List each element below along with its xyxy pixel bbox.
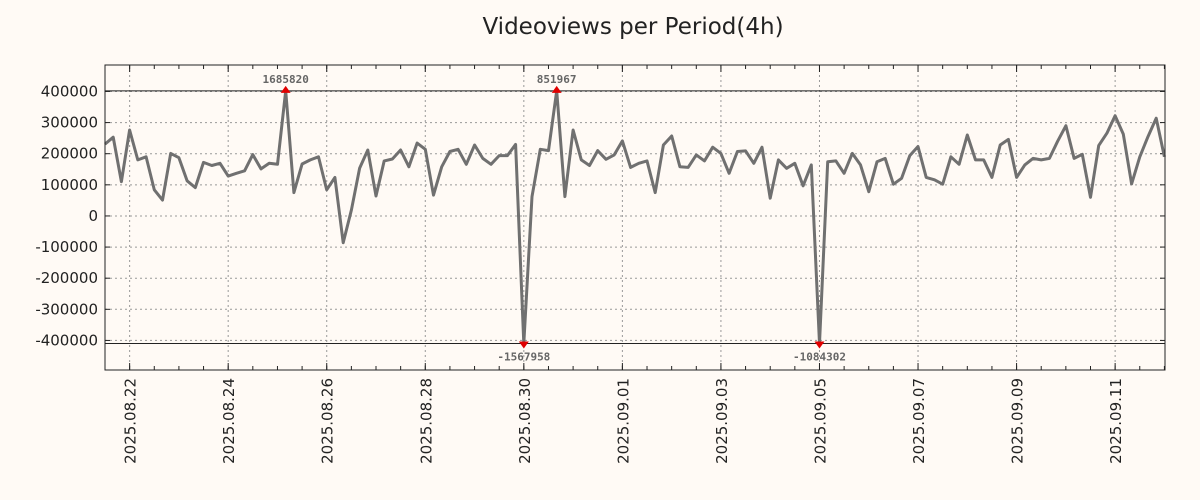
peak-marker xyxy=(280,85,291,93)
x-tick-label: 2025.08.26 xyxy=(319,378,337,464)
annotation-label: -1084302 xyxy=(793,351,846,364)
y-tick-label: 400000 xyxy=(41,82,98,100)
trough-marker xyxy=(814,341,825,349)
x-tick-label: 2025.09.11 xyxy=(1107,378,1125,464)
x-tick-label: 2025.08.22 xyxy=(122,378,140,464)
y-tick-label: 0 xyxy=(88,207,98,225)
annotation-label: 1685820 xyxy=(262,73,308,86)
peak-marker xyxy=(551,85,562,93)
series-line xyxy=(104,89,1166,345)
y-tick-label: 100000 xyxy=(41,176,98,194)
y-tick-label: -300000 xyxy=(35,300,98,318)
x-tick-label: 2025.08.30 xyxy=(516,378,534,464)
x-tick-label: 2025.09.05 xyxy=(811,378,829,464)
annotation-label: -1567958 xyxy=(497,351,550,364)
chart-title: Videoviews per Period(4h) xyxy=(482,14,784,40)
y-tick-label: 200000 xyxy=(41,145,98,163)
x-tick-label: 2025.09.09 xyxy=(1009,378,1027,464)
x-tick-label: 2025.08.24 xyxy=(220,378,238,464)
x-tick-label: 2025.09.01 xyxy=(614,378,632,464)
x-tick-label: 2025.09.03 xyxy=(713,378,731,464)
annotation-label: 851967 xyxy=(537,73,577,86)
x-tick-label: 2025.09.07 xyxy=(910,378,928,464)
y-tick-label: -100000 xyxy=(35,238,98,256)
y-tick-label: -200000 xyxy=(35,269,98,287)
y-tick-label: 300000 xyxy=(41,114,98,132)
trough-marker xyxy=(518,341,529,349)
plot-frame xyxy=(104,64,1166,371)
y-tick-label: -400000 xyxy=(35,331,98,349)
x-tick-label: 2025.08.28 xyxy=(417,378,435,464)
plot-area xyxy=(105,65,1165,370)
